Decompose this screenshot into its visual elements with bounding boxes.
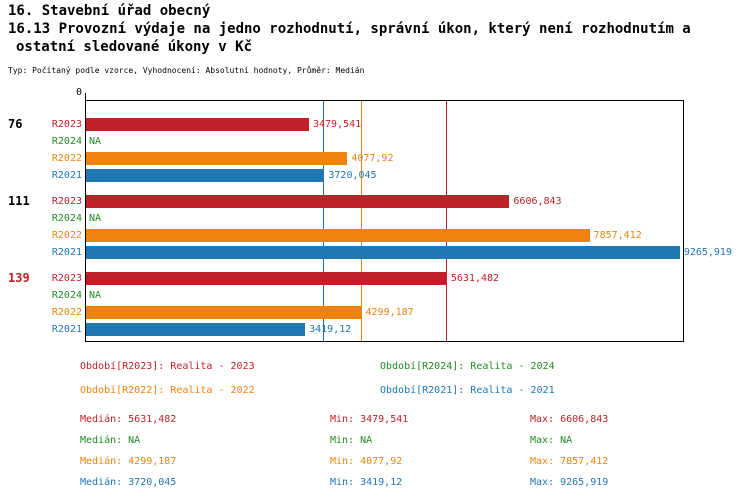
series-label-R2023-111: R2023 xyxy=(51,196,82,207)
stat-min-R2021: Min: 3419,12 xyxy=(330,477,403,488)
chart-title-line1: 16. Stavební úřad obecný xyxy=(8,3,211,19)
group-label-139: 139 xyxy=(8,271,30,285)
legend-item-R2024: Období[R2024]: Realita - 2024 xyxy=(380,361,555,372)
series-label-R2024-139: R2024 xyxy=(51,290,82,301)
bar-value-R2022-139: 4299,187 xyxy=(365,307,414,318)
series-label-R2024-111: R2024 xyxy=(51,213,82,224)
bar-value-R2021-111: 9265,919 xyxy=(683,247,732,258)
bar-value-R2023-111: 6606,843 xyxy=(513,196,562,207)
bar-value-R2024-139: NA xyxy=(89,290,102,301)
series-label-R2021-111: R2021 xyxy=(51,247,82,258)
series-label-R2022-76: R2022 xyxy=(51,153,82,164)
legend-item-R2021: Období[R2021]: Realita - 2021 xyxy=(380,385,555,396)
bar-value-R2022-111: 7857,412 xyxy=(593,230,642,241)
plot-area xyxy=(85,100,684,342)
axis-origin-label: 0 xyxy=(75,87,82,98)
chart-title-line3: ostatní sledované úkony v Kč xyxy=(16,39,253,55)
stat-median-R2022: Medián: 4299,187 xyxy=(80,456,177,467)
legend-item-R2023: Období[R2023]: Realita - 2023 xyxy=(80,361,255,372)
bar-R2023-139 xyxy=(86,272,447,285)
bar-value-R2021-76: 3720,045 xyxy=(328,170,377,181)
stat-median-R2021: Medián: 3720,045 xyxy=(80,477,177,488)
chart-meta-line: Typ: Počítaný podle vzorce, Vyhodnocení:… xyxy=(8,66,365,75)
bar-R2021-76 xyxy=(86,169,325,182)
median-line-R2022 xyxy=(360,101,362,341)
bar-value-R2021-139: 3419,12 xyxy=(309,324,352,335)
bar-R2022-76 xyxy=(86,152,348,165)
series-label-R2023-139: R2023 xyxy=(51,273,82,284)
bar-value-R2022-76: 4077,92 xyxy=(351,153,394,164)
bar-R2021-139 xyxy=(86,323,306,336)
series-label-R2021-76: R2021 xyxy=(51,170,82,181)
bar-R2023-111 xyxy=(86,195,510,208)
stat-max-R2022: Max: 7857,412 xyxy=(530,456,609,467)
stat-median-R2024: Medián: NA xyxy=(80,435,141,446)
bar-value-R2023-139: 5631,482 xyxy=(450,273,500,284)
stat-max-R2021: Max: 9265,919 xyxy=(530,477,609,488)
bar-R2023-76 xyxy=(86,118,309,131)
stat-max-R2023: Max: 6606,843 xyxy=(530,414,609,425)
stat-min-R2023: Min: 3479,541 xyxy=(330,414,409,425)
axis-origin-tick xyxy=(85,93,86,100)
stat-min-R2024: Min: NA xyxy=(330,435,373,446)
median-line-R2021 xyxy=(323,101,325,341)
group-label-111: 111 xyxy=(8,194,30,208)
chart-title-line2: 16.13 Provozní výdaje na jedno rozhodnut… xyxy=(8,21,691,37)
stat-median-R2023: Medián: 5631,482 xyxy=(80,414,177,425)
stat-max-R2024: Max: NA xyxy=(530,435,573,446)
stat-min-R2022: Min: 4077,92 xyxy=(330,456,403,467)
series-label-R2024-76: R2024 xyxy=(51,136,82,147)
median-line-R2023 xyxy=(445,101,447,341)
bar-value-R2024-76: NA xyxy=(89,136,102,147)
bar-R2022-111 xyxy=(86,229,590,242)
group-label-76: 76 xyxy=(8,117,23,131)
series-label-R2022-139: R2022 xyxy=(51,307,82,318)
series-label-R2022-111: R2022 xyxy=(51,230,82,241)
legend-item-R2022: Období[R2022]: Realita - 2022 xyxy=(80,385,255,396)
bar-R2022-139 xyxy=(86,306,362,319)
bar-value-R2023-76: 3479,541 xyxy=(312,119,362,130)
bar-R2021-111 xyxy=(86,246,680,259)
series-label-R2023-76: R2023 xyxy=(51,119,82,130)
series-label-R2021-139: R2021 xyxy=(51,324,82,335)
bar-value-R2024-111: NA xyxy=(89,213,102,224)
